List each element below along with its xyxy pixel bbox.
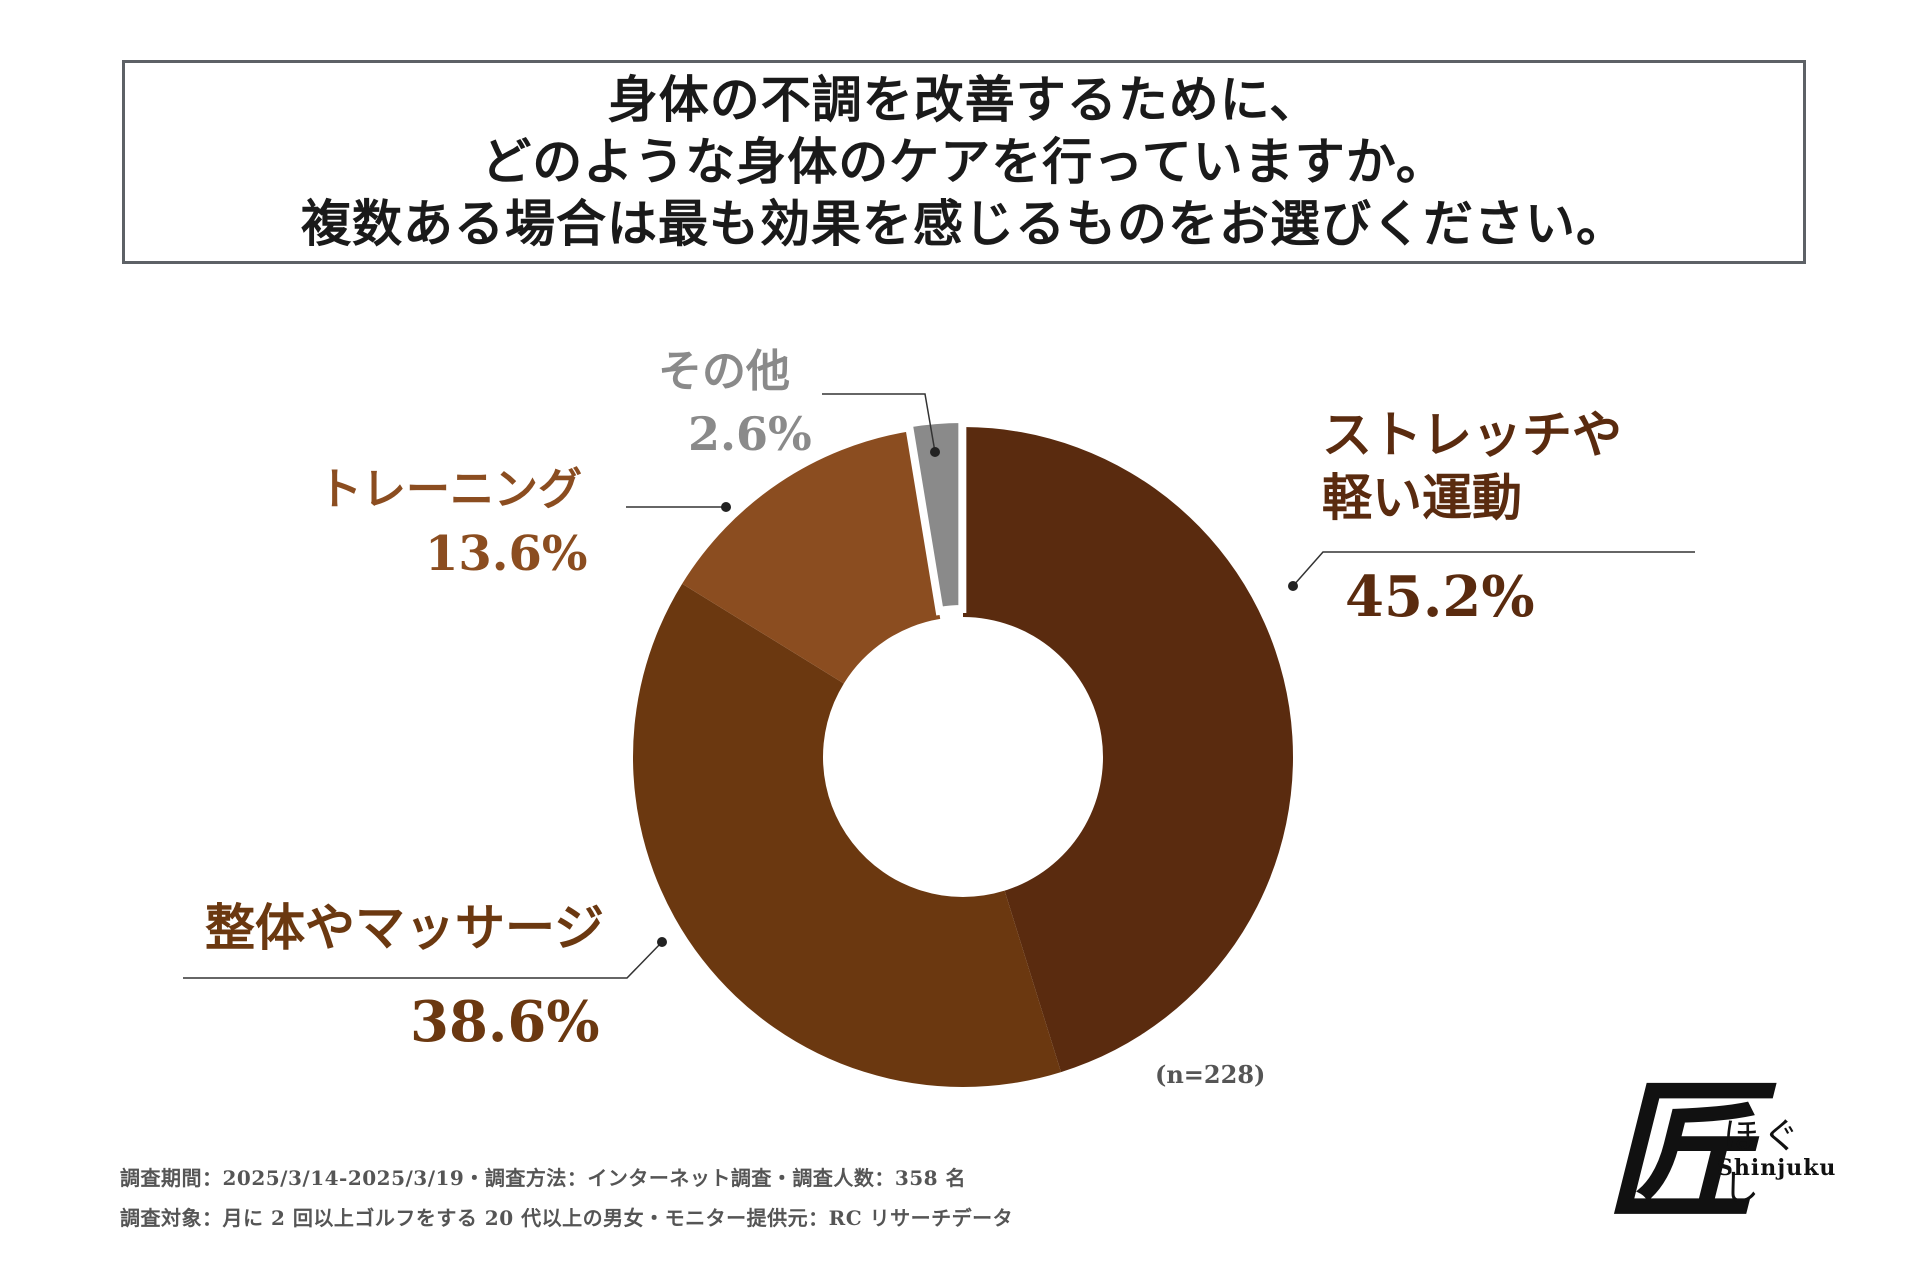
leader-line-stretch	[1292, 551, 1695, 587]
leader-dot-massage	[657, 937, 667, 947]
slice-massage	[633, 583, 1062, 1087]
value-stretch: 45.2%	[1345, 564, 1535, 630]
leader-dot-training	[721, 502, 731, 512]
footer-line-2: 調査対象：月に 2 回以上ゴルフをする 20 代以上の男女・モニター提供元：RC…	[120, 1206, 1014, 1230]
label-other: その他	[658, 346, 790, 397]
label-stretch-line1: ストレッチや	[1322, 405, 1622, 464]
value-training: 13.6%	[425, 526, 588, 582]
label-training: トレーニング	[318, 464, 582, 515]
logo-english: Shinjuku	[1717, 1155, 1837, 1181]
leader-line-massage	[183, 941, 663, 979]
sample-size-note: (n=228)	[1155, 1060, 1266, 1089]
value-other: 2.6%	[688, 407, 812, 461]
slice-other	[904, 415, 967, 616]
title-line-1: 身体の不調を改善するために、	[607, 70, 1321, 129]
footer-line-1: 調査期間：2025/3/14-2025/3/19・調査方法：インターネット調査・…	[120, 1166, 967, 1190]
leader-line-other	[822, 393, 936, 453]
slice-training	[682, 431, 941, 684]
title-line-2: どのような身体のケアを行っていますか。	[481, 132, 1447, 191]
title-line-3: 複数ある場合は最も効果を感じるものをお選びください。	[301, 194, 1627, 253]
label-stretch-line2: 軽い運動	[1322, 468, 1522, 527]
value-massage: 38.6%	[410, 989, 600, 1055]
logo: 匠 ほぐし Shinjuku	[1605, 1077, 1835, 1235]
logo-kana: ほぐし	[1723, 1116, 1804, 1209]
label-massage: 整体やマッサージ	[205, 898, 604, 957]
leader-dot-other	[930, 447, 940, 457]
leader-dot-stretch	[1288, 581, 1298, 591]
logo-kanji: 匠	[1605, 1064, 1756, 1240]
slice-stretch	[963, 427, 1293, 1073]
title-box: 身体の不調を改善するために、 どのような身体のケアを行っていますか。 複数ある場…	[122, 60, 1806, 264]
